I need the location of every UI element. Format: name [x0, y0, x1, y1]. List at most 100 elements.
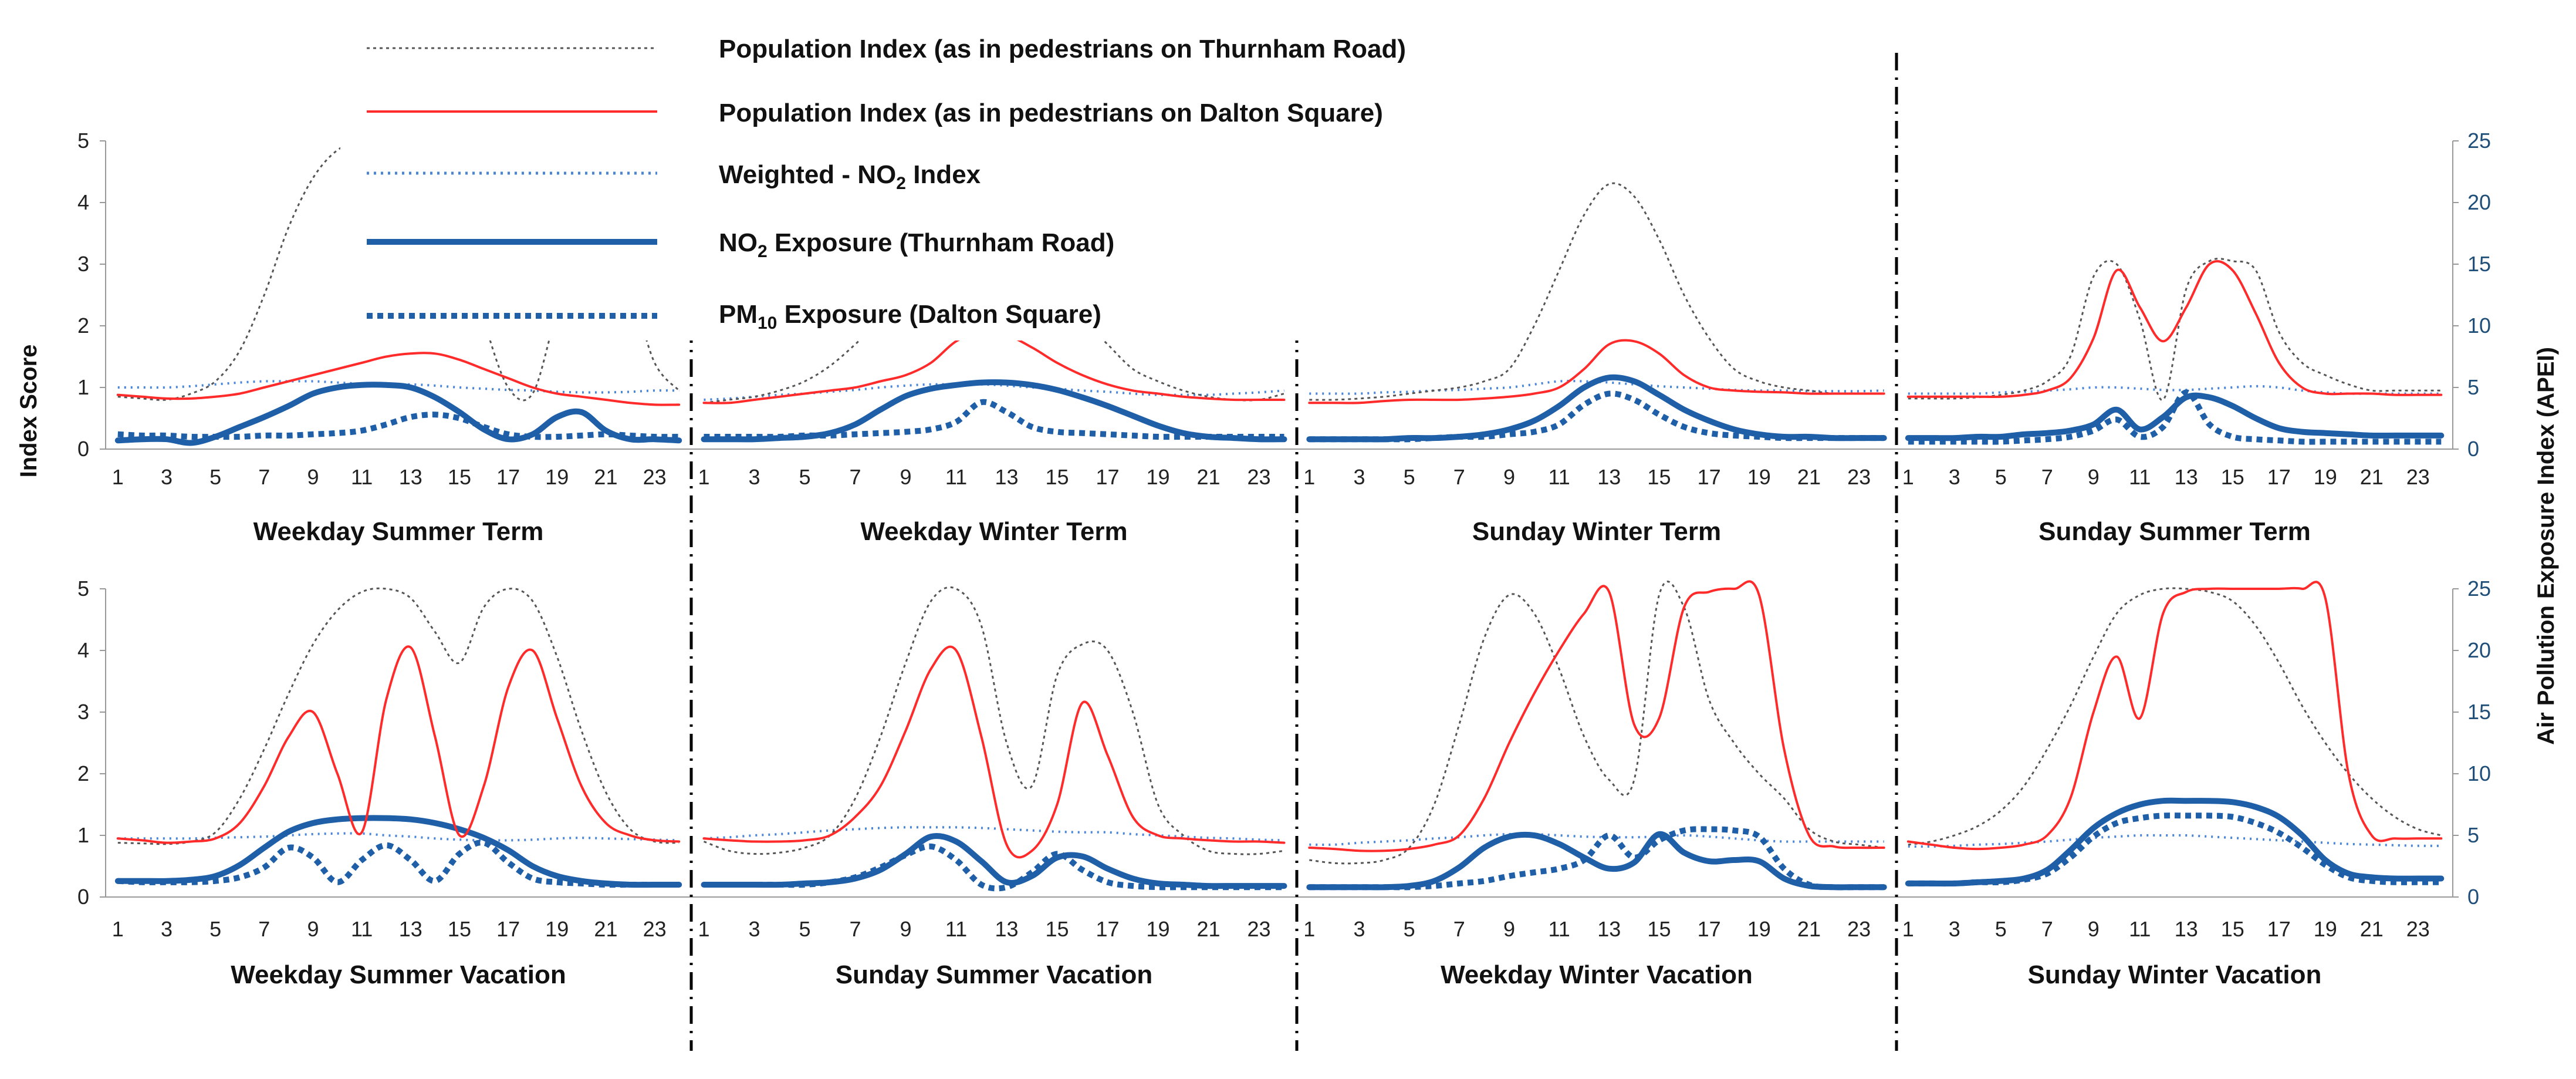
x-tick-label: 23	[643, 917, 667, 941]
series-thurnham	[1309, 182, 1884, 401]
x-tick-label: 13	[1597, 917, 1621, 941]
x-tick-label: 13	[995, 465, 1018, 489]
series-thurnham	[1908, 258, 2442, 401]
y-right-tick-label: 5	[2467, 375, 2479, 399]
legend: Population Index (as in pedestrians on T…	[340, 0, 1485, 340]
x-tick-label: 11	[1548, 465, 1570, 489]
panel-title: Sunday Winter Vacation	[2028, 960, 2322, 989]
y-left-tick-label: 2	[77, 761, 89, 785]
x-tick-label: 15	[2221, 917, 2244, 941]
series-dalton	[1906, 581, 2443, 851]
x-tick-label: 23	[1247, 465, 1270, 489]
legend-label-no2: NO2 Exposure (Thurnham Road)	[719, 228, 1114, 261]
series-dalton	[116, 352, 681, 406]
series-wno2	[1908, 834, 2442, 848]
series-dalton	[702, 645, 1286, 859]
x-tick-label: 21	[594, 917, 617, 941]
x-tick-label: 17	[1096, 465, 1119, 489]
panel-title: Weekday Summer Vacation	[231, 960, 566, 989]
series-no2	[701, 832, 1287, 889]
x-tick-label: 15	[1647, 917, 1671, 941]
dividers-layer	[689, 53, 1898, 1051]
x-tick-label: 1	[698, 917, 709, 941]
panel-title: Sunday Summer Term	[2039, 517, 2311, 546]
x-tick-label: 11	[1548, 917, 1570, 941]
y-right-axis-label: Air Pollution Exposure Index (APEI)	[2533, 347, 2559, 745]
x-tick-label: 15	[2221, 465, 2244, 489]
x-tick-label: 19	[1146, 917, 1169, 941]
y-right-tick-label: 5	[2467, 823, 2479, 847]
y-left-tick-label: 3	[77, 252, 89, 276]
legend-label-wno2: Weighted - NO2 Index	[719, 160, 981, 193]
x-tick-label: 7	[258, 465, 270, 489]
y-left-tick-label: 0	[77, 437, 89, 461]
x-tick-label: 3	[748, 465, 760, 489]
y-left-tick-label: 4	[77, 190, 89, 214]
x-tick-label: 3	[1353, 917, 1365, 941]
series-wno2	[1309, 379, 1884, 395]
series-no2	[114, 382, 682, 446]
series-no2	[701, 379, 1287, 443]
x-tick-label: 17	[1096, 917, 1119, 941]
y-left-tick-label: 5	[77, 129, 89, 153]
series-wno2	[117, 380, 680, 394]
y-right-tick-label: 10	[2467, 313, 2491, 338]
x-tick-label: 23	[1847, 465, 1871, 489]
x-tick-label: 17	[496, 465, 520, 489]
y-right-tick-label: 25	[2467, 576, 2491, 601]
x-tick-label: 21	[1196, 917, 1220, 941]
series-thurnham	[117, 587, 680, 845]
x-tick-label: 23	[643, 465, 667, 489]
legend-label-dalton: Population Index (as in pedestrians on D…	[719, 99, 1383, 127]
x-tick-label: 7	[1453, 917, 1465, 941]
series-wno2	[117, 832, 680, 842]
y-left-axis-label: Index Score	[16, 345, 42, 478]
x-tick-label: 21	[2360, 465, 2384, 489]
series-dalton	[1308, 580, 1885, 852]
x-tick-label: 3	[1353, 465, 1365, 489]
x-tick-label: 5	[209, 917, 221, 941]
x-tick-label: 7	[258, 917, 270, 941]
series-no2	[1306, 374, 1887, 443]
x-tick-label: 23	[2406, 465, 2430, 489]
y-left-tick-label: 1	[77, 375, 89, 399]
x-tick-label: 7	[849, 465, 861, 489]
x-tick-label: 17	[2267, 465, 2291, 489]
x-tick-label: 17	[1698, 917, 1721, 941]
x-tick-label: 9	[1503, 917, 1515, 941]
x-tick-label: 5	[799, 465, 810, 489]
x-tick-label: 13	[2175, 465, 2198, 489]
x-tick-label: 7	[2041, 917, 2053, 941]
x-tick-label: 23	[1247, 917, 1270, 941]
x-tick-label: 19	[1146, 465, 1169, 489]
y-left-tick-label: 0	[77, 885, 89, 909]
x-tick-label: 7	[1453, 465, 1465, 489]
x-tick-label: 13	[1597, 465, 1621, 489]
x-tick-label: 15	[1045, 917, 1069, 941]
series-wno2	[1908, 385, 2442, 395]
x-tick-label: 15	[1647, 465, 1671, 489]
x-tick-label: 17	[2267, 917, 2291, 941]
x-tick-label: 23	[1847, 917, 1871, 941]
x-tick-label: 1	[1902, 917, 1914, 941]
x-tick-label: 9	[900, 465, 911, 489]
x-tick-label: 19	[545, 465, 569, 489]
y-right-tick-label: 15	[2467, 252, 2491, 276]
series-dalton	[1308, 339, 1885, 404]
y-right-tick-label: 25	[2467, 129, 2491, 153]
series-thurnham	[703, 586, 1284, 855]
x-tick-label: 9	[1503, 465, 1515, 489]
series-dalton	[116, 645, 681, 844]
x-tick-label: 21	[594, 465, 617, 489]
x-tick-label: 21	[1797, 465, 1821, 489]
x-tick-label: 3	[1949, 917, 1960, 941]
y-left-tick-label: 2	[77, 313, 89, 338]
x-tick-label: 3	[161, 465, 173, 489]
